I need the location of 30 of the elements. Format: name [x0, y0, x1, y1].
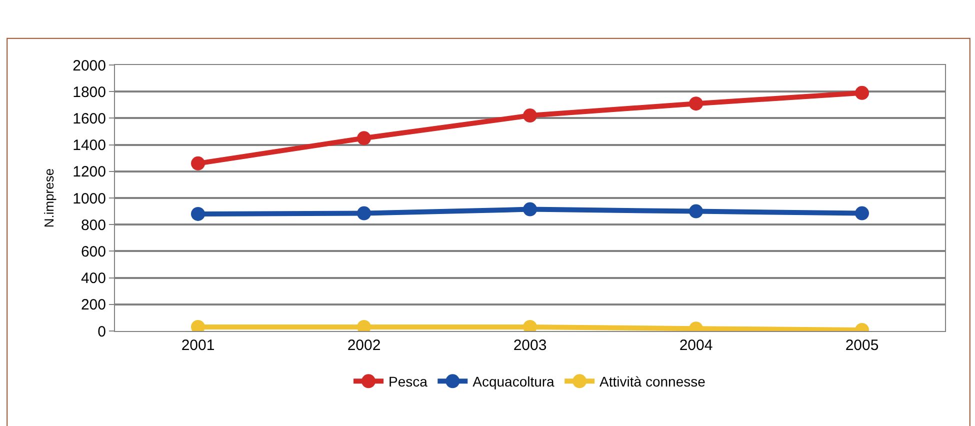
y-tick-label: 1400	[72, 137, 106, 154]
x-tick-label: 2004	[679, 337, 713, 354]
x-tick-label: 2001	[181, 337, 215, 354]
point	[689, 96, 703, 111]
x-tick-label: 2005	[845, 337, 879, 354]
point	[357, 131, 371, 146]
y-tick-label: 1800	[72, 84, 106, 101]
point	[689, 204, 703, 218]
y-tick-label: 0	[98, 323, 106, 340]
point	[191, 206, 205, 221]
x-tick-label: 2002	[347, 337, 381, 354]
point	[523, 202, 537, 216]
legend-label: Pesca	[388, 374, 428, 390]
point	[357, 206, 371, 220]
point	[855, 86, 869, 100]
point	[523, 108, 537, 123]
y-tick-label: 400	[80, 270, 106, 288]
point	[855, 206, 869, 220]
x-tick-label: 2003	[513, 337, 547, 354]
legend-label: Attività connesse	[600, 374, 706, 390]
y-tick-label: 800	[80, 216, 106, 234]
y-tick-label: 2000	[72, 57, 106, 74]
y-tick-label: 200	[80, 296, 106, 314]
y-tick-label: 1600	[72, 110, 106, 128]
y-tick-label: 1200	[72, 164, 106, 181]
y-tick-label: 1000	[72, 190, 106, 208]
y-tick-label: 600	[80, 243, 106, 260]
y-axis-title: N.imprese	[42, 168, 57, 228]
point	[191, 156, 205, 170]
legend-label: Acquacoltura	[472, 374, 555, 390]
